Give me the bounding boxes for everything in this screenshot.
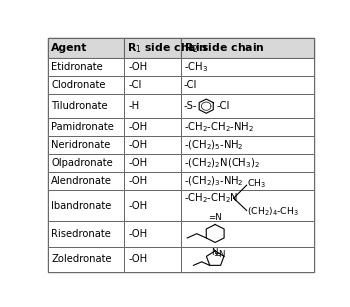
Bar [181,247,314,272]
Text: Risedronate: Risedronate [51,229,111,239]
Text: -Cl: -Cl [128,80,142,90]
Text: CH$_3$: CH$_3$ [247,178,267,190]
Bar [124,172,181,190]
Text: R$_2$ side chain: R$_2$ side chain [184,41,265,55]
Text: -(CH$_2$)$_5$-NH$_2$: -(CH$_2$)$_5$-NH$_2$ [184,138,244,152]
Text: (CH$_2$)$_4$-CH$_3$: (CH$_2$)$_4$-CH$_3$ [247,206,300,218]
Bar [48,118,124,136]
Bar [181,154,314,172]
Bar [124,94,181,118]
Text: -OH: -OH [128,122,148,132]
Text: Clodronate: Clodronate [51,80,106,90]
Bar [124,221,181,247]
Text: -CH$_2$-CH$_2$-NH$_2$: -CH$_2$-CH$_2$-NH$_2$ [184,120,254,134]
Bar [48,58,124,76]
Text: -OH: -OH [128,229,148,239]
Text: =N: =N [208,213,222,222]
Text: -(CH$_2$)$_2$N(CH$_3$)$_2$: -(CH$_2$)$_2$N(CH$_3$)$_2$ [184,157,260,170]
Text: Zoledronate: Zoledronate [51,255,112,264]
Text: -(CH$_2$)$_3$-NH$_2$: -(CH$_2$)$_3$-NH$_2$ [184,175,244,188]
Bar [124,118,181,136]
Text: -Cl: -Cl [184,80,197,90]
Bar [181,136,314,154]
Text: Agent: Agent [51,43,88,53]
Bar [48,38,124,58]
Bar [48,247,124,272]
Bar [124,38,181,58]
Text: -OH: -OH [128,255,148,264]
Text: -OH: -OH [128,177,148,186]
Bar [181,221,314,247]
Text: Alendronate: Alendronate [51,177,112,186]
Text: -OH: -OH [128,62,148,72]
Bar [124,190,181,221]
Text: Ibandronate: Ibandronate [51,201,111,211]
Text: -S-: -S- [184,101,197,111]
Text: Neridronate: Neridronate [51,140,111,150]
Text: -OH: -OH [128,201,148,211]
Bar [181,38,314,58]
Text: -OH: -OH [128,140,148,150]
Text: N: N [218,250,224,259]
Bar [124,136,181,154]
Bar [181,118,314,136]
Bar [48,190,124,221]
Bar [181,172,314,190]
Text: -CH$_2$-CH$_2$N: -CH$_2$-CH$_2$N [184,191,238,205]
Bar [48,94,124,118]
Text: Pamidronate: Pamidronate [51,122,114,132]
Bar [124,247,181,272]
Bar [181,76,314,94]
Bar [48,76,124,94]
Bar [124,76,181,94]
Text: N: N [211,247,217,257]
Bar [124,154,181,172]
Text: =: = [213,250,220,259]
Text: Etidronate: Etidronate [51,62,103,72]
Bar [181,94,314,118]
Bar [48,172,124,190]
Text: -Cl: -Cl [217,101,230,111]
Bar [48,136,124,154]
Bar [124,58,181,76]
Bar [48,154,124,172]
Text: -CH$_3$: -CH$_3$ [184,60,208,74]
Bar [48,221,124,247]
Text: -OH: -OH [128,158,148,168]
Bar [181,190,314,221]
Text: -H: -H [128,101,140,111]
Text: Olpadronate: Olpadronate [51,158,113,168]
Bar [181,58,314,76]
Text: R$_1$ side chain: R$_1$ side chain [127,41,208,55]
Text: Tiludronate: Tiludronate [51,101,108,111]
